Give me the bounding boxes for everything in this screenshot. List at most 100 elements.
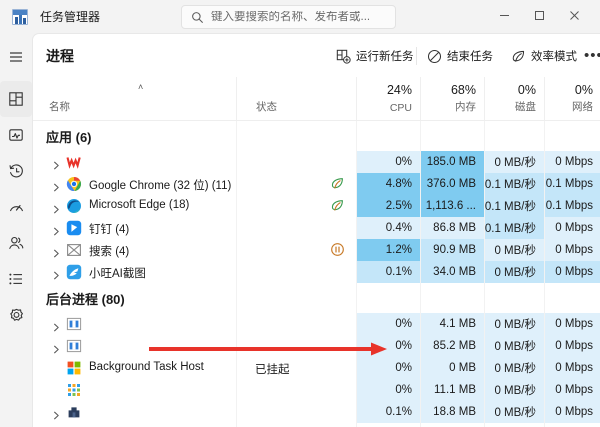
group-label: 应用 (6) [46,130,92,145]
process-name: 小旺AI截图 [89,268,146,280]
leaf-efficiency-icon [330,176,345,191]
app-history-clock-icon [8,163,23,177]
cpu-cell: 0% [356,357,420,379]
expand-chevron-icon[interactable] [52,223,61,236]
column-header-network[interactable]: 0% 网络 [544,77,600,120]
expand-chevron-icon[interactable] [52,179,61,192]
expand-chevron-icon[interactable] [52,407,61,420]
run-new-task-button[interactable]: 运行新任务 [336,45,414,67]
table-body: 应用 (6) 0% 185.0 MB 0 MB/秒 0 Mbps Google Chrom… [33,121,600,427]
memory-total-pct: 68% [450,83,476,97]
column-label-network: 网络 [572,101,593,113]
network-cell: 0.1 Mbps [544,195,600,217]
sidebar-item-startup-apps[interactable] [0,189,32,225]
network-cell: 0 Mbps [544,239,600,261]
end-task-button[interactable]: 结束任务 [427,45,493,67]
process-name: Microsoft Edge (18) [89,199,190,211]
efficiency-mode-label: 效率模式 [531,51,577,63]
expand-chevron-icon[interactable] [52,201,61,214]
pause-suspended-icon [330,242,345,257]
network-cell: 0 Mbps [544,379,600,401]
sidebar-item-services[interactable] [0,297,32,333]
column-header-cpu[interactable]: 24% CPU [356,77,420,120]
cpu-cell: 0.1% [356,401,420,423]
task-manager-icon [12,9,28,25]
memory-cell: 1,113.6 ... [420,195,484,217]
sidebar-item-performance[interactable] [0,117,32,153]
expand-chevron-icon[interactable] [52,267,61,280]
cpu-cell: 0% [356,335,420,357]
toolbar-divider [416,47,417,65]
group-header[interactable]: 后台进程 (80) [33,283,600,313]
expand-chevron-icon[interactable] [52,319,61,332]
startup-apps-icon [9,204,23,211]
expand-chevron-icon[interactable] [52,157,61,170]
new-task-icon [336,49,351,64]
expand-chevron-icon[interactable] [52,341,61,354]
memory-cell: 185.0 MB [420,151,484,173]
sidebar-item-menu[interactable] [0,39,32,75]
network-cell: 0 Mbps [544,313,600,335]
column-header-name[interactable]: ˄ 名称 [46,77,236,120]
minimize-button[interactable] [488,0,521,31]
search-box[interactable] [181,5,396,29]
sidebar-item-processes[interactable] [0,81,32,117]
hamburger-menu-icon [10,52,22,62]
xiaowang-ai-icon [66,264,82,280]
disk-cell: 0 MB/秒 [484,261,544,283]
network-cell: 0 Mbps [544,357,600,379]
maximize-button[interactable] [523,0,556,31]
table-row[interactable]: 0% 85.2 MB 0 MB/秒 0 Mbps [33,335,600,357]
table-row[interactable]: 0.1% 18.8 MB 0 MB/秒 0 Mbps [33,401,600,423]
cpu-cell: 2.5% [356,195,420,217]
sidebar-item-app-history[interactable] [0,153,32,189]
expand-chevron-icon[interactable] [52,245,61,258]
column-header-status[interactable]: 状态 [236,77,356,120]
leaf-efficiency-icon [512,50,525,62]
memory-cell: 376.0 MB [420,173,484,195]
table-row[interactable]: Background Task Host 已挂起 0% 0 MB 0 MB/秒 0 Mbp… [33,357,600,379]
memory-cell: 85.2 MB [420,335,484,357]
efficiency-mode-button[interactable]: 效率模式 [511,45,577,67]
table-row[interactable]: 钉钉 (4) 0.4% 86.8 MB 0.1 MB/秒 0 Mbps [33,217,600,239]
table-row[interactable]: 0% 4.1 MB 0 MB/秒 0 Mbps [33,313,600,335]
table-row[interactable]: 0% 11.1 MB 0 MB/秒 0 Mbps [33,379,600,401]
maximize-icon [535,11,544,20]
disk-total-pct: 0% [517,83,536,97]
users-icon [8,236,23,249]
close-button[interactable] [558,0,591,31]
app-tiles-icon [66,382,82,398]
table-row[interactable]: 0% 185.0 MB 0 MB/秒 0 Mbps [33,151,600,173]
close-icon [570,11,579,20]
process-name: Google Chrome (32 位) (11) [89,180,232,192]
google-chrome-icon [66,176,82,192]
table-row[interactable]: 小旺AI截图 0.1% 34.0 MB 0 MB/秒 0 Mbps [33,261,600,283]
disk-cell: 0 MB/秒 [484,151,544,173]
minimize-icon [500,15,509,16]
process-name: 搜索 (4) [89,246,130,258]
table-row[interactable]: Microsoft Edge (18) 2.5% 1,113.6 ... 0.1 MB… [33,195,600,217]
search-input[interactable] [211,11,386,23]
sidebar-item-details[interactable] [0,261,32,297]
process-table: ˄ 名称 状态 24% CPU 68% 内存 0% 磁盘 [33,77,600,427]
cpu-cell: 0.1% [356,261,420,283]
column-header-disk[interactable]: 0% 磁盘 [484,77,544,120]
sort-ascending-icon: ˄ [138,82,144,92]
memory-cell: 86.8 MB [420,217,484,239]
process-status: 已挂起 [255,364,290,376]
table-row[interactable]: Google Chrome (32 位) (11) 4.8% 376.0 MB 0.1… [33,173,600,195]
dingtalk-icon [66,220,82,236]
cpu-cell: 0% [356,379,420,401]
group-header[interactable]: 应用 (6) [33,121,600,151]
more-options-button[interactable]: ••• [584,46,600,64]
disk-cell: 0 MB/秒 [484,239,544,261]
toolbar: 进程 运行新任务 结束任务 [33,34,600,77]
table-header: ˄ 名称 状态 24% CPU 68% 内存 0% 磁盘 [33,77,600,121]
sidebar-item-users[interactable] [0,225,32,261]
memory-cell: 0 MB [420,357,484,379]
table-row[interactable]: 搜索 (4) 1.2% 90.9 MB 0 MB/秒 0 Mbps [33,239,600,261]
search-icon [192,11,203,23]
process-name: 钉钉 (4) [89,224,130,236]
column-header-memory[interactable]: 68% 内存 [420,77,484,120]
